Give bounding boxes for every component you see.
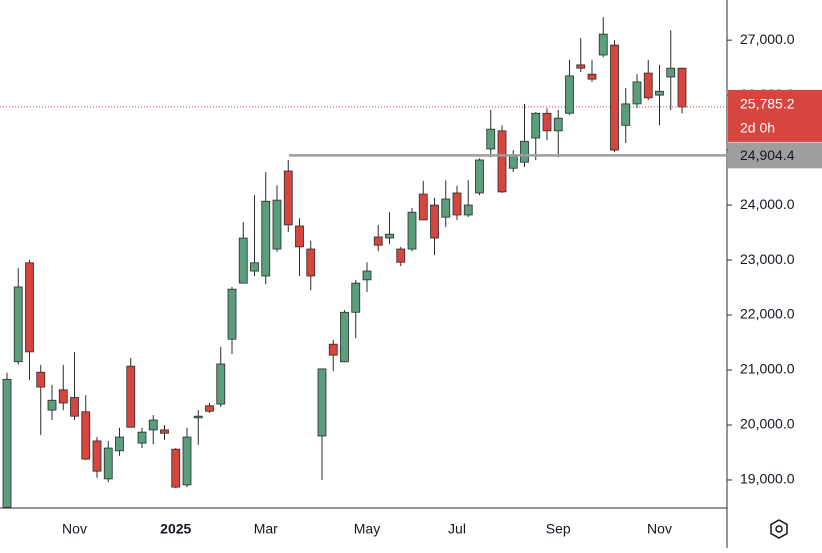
settings-icon[interactable] xyxy=(770,519,788,539)
y-tick-label: 20,000.0 xyxy=(740,416,795,432)
candle-body xyxy=(36,371,46,388)
candle-body xyxy=(632,81,642,105)
candle-body xyxy=(340,311,349,363)
candle-body xyxy=(205,405,214,412)
y-tick-label: 22,000.0 xyxy=(740,306,795,322)
candle-body xyxy=(655,90,664,96)
candle-body xyxy=(553,117,563,132)
candle-body xyxy=(351,282,361,313)
candle-body xyxy=(238,237,248,284)
candle-body xyxy=(430,204,439,239)
last-price-box xyxy=(728,89,822,142)
x-tick-label: Nov xyxy=(647,521,672,537)
candle-body xyxy=(58,389,68,404)
candle-body xyxy=(418,193,428,221)
candle-body xyxy=(542,112,552,132)
candle-body xyxy=(92,440,102,472)
candle-body xyxy=(126,365,136,428)
candle-body xyxy=(643,72,653,99)
candle-body xyxy=(148,419,158,431)
candle-body xyxy=(160,429,169,434)
x-tick-label: Sep xyxy=(546,521,571,537)
candle-body xyxy=(272,199,282,250)
candle-body xyxy=(531,112,541,139)
candle-body xyxy=(171,448,181,488)
candle-body xyxy=(70,397,79,417)
y-tick-label: 23,000.0 xyxy=(740,251,795,267)
candle-body xyxy=(317,368,327,437)
x-tick-label: 2025 xyxy=(160,521,191,537)
candle-body xyxy=(193,415,203,419)
candle-body xyxy=(508,154,518,169)
candle-body xyxy=(250,262,259,272)
candle-body xyxy=(261,200,271,277)
x-tick-label: Jul xyxy=(448,521,466,537)
candle-body xyxy=(407,211,417,250)
settings-dot[interactable] xyxy=(775,525,783,533)
candle-body xyxy=(396,248,406,263)
candle-body xyxy=(610,44,619,151)
candle-body xyxy=(216,363,226,405)
candle-body xyxy=(565,75,574,114)
candle-body xyxy=(103,447,113,480)
plot xyxy=(2,17,687,508)
y-tick-label: 19,000.0 xyxy=(740,471,795,487)
candle-body xyxy=(306,248,316,277)
candle-body xyxy=(677,67,687,108)
level-box xyxy=(728,142,822,169)
candle-body xyxy=(47,399,57,411)
candle-body xyxy=(25,262,34,353)
y-tick-label: 27,000.0 xyxy=(740,31,795,47)
candle-body xyxy=(362,270,372,281)
candle-body xyxy=(475,159,484,194)
last-price-label: 25,785.2 xyxy=(740,96,795,112)
x-tick-label: May xyxy=(354,521,380,537)
candle-body xyxy=(441,198,451,218)
candle-body xyxy=(598,33,608,56)
candle-body xyxy=(452,192,462,216)
candle-body xyxy=(13,286,23,363)
candle-body xyxy=(283,170,293,226)
x-tick-label: Mar xyxy=(254,521,278,537)
candle-body xyxy=(463,204,473,216)
countdown-label: 2d 0h xyxy=(740,120,775,136)
level-label: 24,904.4 xyxy=(740,147,795,163)
candle-body xyxy=(373,236,383,246)
settings-hexagon[interactable] xyxy=(770,519,788,539)
candle-body xyxy=(2,378,12,508)
candle-body xyxy=(486,128,496,150)
x-tick-label: Nov xyxy=(62,521,87,537)
candle-body xyxy=(587,73,597,80)
candle-body xyxy=(621,103,631,126)
candle-body xyxy=(666,67,676,78)
y-tick-label: 24,000.0 xyxy=(740,196,795,212)
candle-body xyxy=(520,140,529,163)
candle-body xyxy=(385,233,394,239)
candle-body xyxy=(182,436,192,486)
candle-body xyxy=(295,225,304,248)
candle-body xyxy=(115,436,124,452)
y-tick-label: 21,000.0 xyxy=(740,361,795,377)
candle-body xyxy=(137,431,147,444)
candle-body xyxy=(497,130,507,193)
candle-body xyxy=(328,343,338,356)
candle-body xyxy=(227,288,237,340)
candle-body xyxy=(576,64,586,69)
candle-body xyxy=(81,411,91,460)
